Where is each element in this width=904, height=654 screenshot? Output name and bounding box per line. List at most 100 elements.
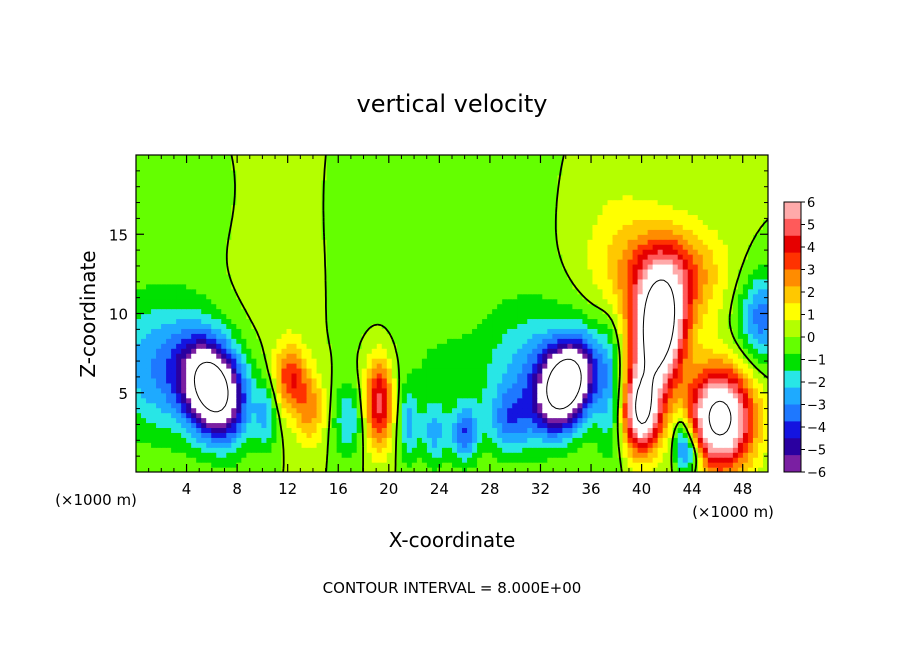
heat-cell <box>446 343 453 349</box>
heat-cell <box>381 397 388 404</box>
heat-cell <box>436 427 443 433</box>
heat-cell <box>492 318 498 324</box>
heat-cell <box>562 323 568 329</box>
heat-cell <box>707 442 714 448</box>
heat-cell <box>201 412 207 419</box>
heat-cell <box>667 308 674 315</box>
heat-cell <box>657 422 664 429</box>
heat-cell <box>166 293 172 300</box>
heat-cell <box>431 392 438 399</box>
heat-cell <box>181 318 187 324</box>
heat-cell <box>742 437 749 443</box>
heat-cell <box>371 363 378 369</box>
heat-cell <box>627 308 634 315</box>
heat-cell <box>647 283 654 290</box>
heat-cell <box>331 293 338 300</box>
heat-cell <box>436 333 443 339</box>
heat-cell <box>557 432 563 438</box>
heat-cell <box>727 343 734 349</box>
heat-cell <box>602 283 609 290</box>
heat-cell <box>602 462 609 468</box>
heat-cell <box>532 447 538 453</box>
heat-cell <box>562 308 568 315</box>
heat-cell <box>652 457 659 463</box>
heat-cell <box>652 427 659 433</box>
heat-cell <box>296 353 303 359</box>
heat-cell <box>537 407 543 414</box>
heat-cell <box>136 412 142 419</box>
heat-cell <box>672 348 679 354</box>
heat-cell <box>642 382 649 389</box>
heat-cell <box>647 278 654 285</box>
heat-cell <box>416 447 423 453</box>
heat-cell <box>577 467 584 472</box>
heat-cell <box>396 407 403 414</box>
heat-cell <box>552 417 558 424</box>
heat-cell <box>236 353 242 359</box>
heat-cell <box>296 273 303 280</box>
heat-cell <box>657 278 664 285</box>
heat-cell <box>396 412 403 419</box>
heat-cell <box>607 422 614 429</box>
heat-cell <box>747 372 754 379</box>
heat-cell <box>156 367 162 374</box>
heat-cell <box>617 467 624 472</box>
heat-cell <box>441 273 448 280</box>
heat-cell <box>627 367 634 374</box>
heat-cell <box>351 313 358 320</box>
heat-cell <box>431 377 438 384</box>
heat-cell <box>607 348 614 354</box>
heat-cell <box>547 397 553 404</box>
heat-cell <box>542 407 548 414</box>
heat-cell <box>487 338 493 344</box>
heat-cell <box>216 343 222 349</box>
heat-cell <box>161 298 167 305</box>
heat-cell <box>396 447 403 453</box>
heat-cell <box>311 432 318 438</box>
heat-cell <box>206 382 212 389</box>
heat-cell <box>702 447 709 453</box>
heat-cell <box>246 407 252 414</box>
heat-cell <box>697 367 704 374</box>
heat-cell <box>381 387 388 394</box>
heat-cell <box>281 313 288 320</box>
heat-cell <box>381 288 388 295</box>
heat-cell <box>381 457 388 463</box>
heat-cell <box>682 387 689 394</box>
heat-cell <box>411 323 418 329</box>
heat-cell <box>291 303 298 310</box>
heat-cell <box>221 407 227 414</box>
heat-cell <box>462 437 468 443</box>
heat-cell <box>371 412 378 419</box>
heat-cell <box>672 447 679 453</box>
heat-cell <box>732 358 739 364</box>
heat-cell <box>371 427 378 433</box>
heat-cell <box>161 452 167 458</box>
heat-cell <box>271 447 278 453</box>
heat-cell <box>381 412 388 419</box>
heat-cell <box>256 467 262 472</box>
heat-cell <box>266 338 273 344</box>
heat-cell <box>301 397 308 404</box>
heat-cell <box>341 308 348 315</box>
heat-cell <box>386 397 393 404</box>
heat-cell <box>712 397 719 404</box>
heat-cell <box>512 358 518 364</box>
heat-cell <box>707 278 714 285</box>
heat-cell <box>572 422 578 429</box>
heat-cell <box>396 457 403 463</box>
heat-cell <box>542 293 548 300</box>
heat-cell <box>151 298 157 305</box>
heat-cell <box>321 328 328 334</box>
heat-cell <box>587 442 594 448</box>
heat-cell <box>331 417 338 424</box>
heat-cell <box>426 298 433 305</box>
heat-cell <box>587 432 594 438</box>
heat-cell <box>436 407 443 414</box>
heat-cell <box>582 328 589 334</box>
heat-cell <box>492 422 498 429</box>
heat-cell <box>742 308 749 315</box>
heat-cell <box>381 313 388 320</box>
heat-cell <box>161 367 167 374</box>
heat-cell <box>497 303 503 310</box>
